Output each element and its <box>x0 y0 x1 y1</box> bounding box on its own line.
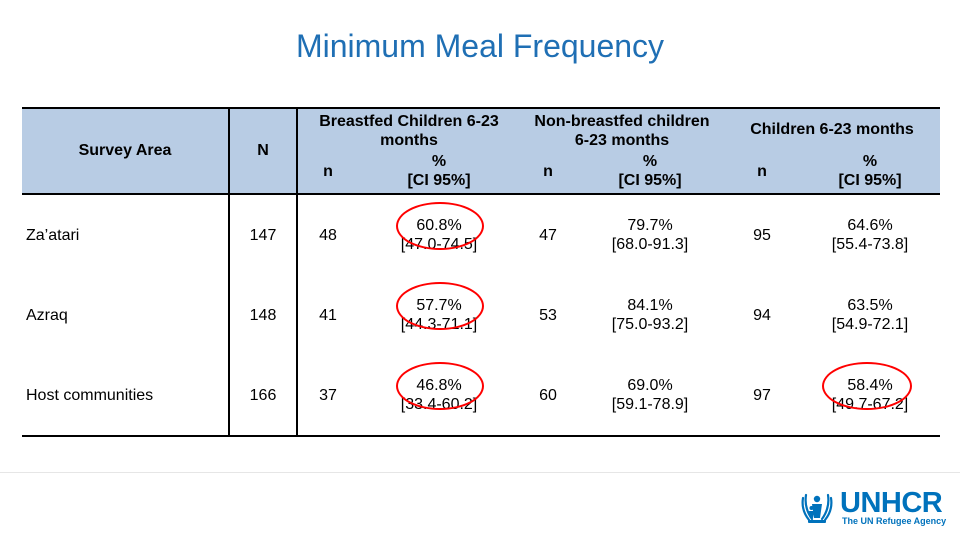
nbf-ci-value: [68.0-91.3] <box>611 236 689 253</box>
header-non-breastfed-line1: Non-breastfed children <box>534 113 710 130</box>
divider-area <box>228 107 230 437</box>
table-row-bf-n: 37 <box>319 386 337 404</box>
header-all-pct-ci: [CI 95%] <box>838 172 902 189</box>
table-top-border <box>22 107 940 109</box>
header-bf-n: n <box>323 162 333 180</box>
header-nbf-pct-symbol: % <box>642 153 658 170</box>
table-row-all-n: 95 <box>753 226 771 244</box>
header-bf-pct: % [CI 95%] <box>358 151 520 191</box>
header-survey-area: Survey Area <box>78 142 172 159</box>
header-non-breastfed-line2: 6-23 months <box>574 132 670 149</box>
table-row-all-pct: 63.5% [54.9-72.1] <box>800 275 940 355</box>
table-row-area: Azraq <box>26 306 68 324</box>
header-non-breastfed: Non-breastfed children 6-23 months <box>520 111 724 151</box>
highlight-circle-azraq-bf <box>396 282 484 330</box>
table-row-n: 148 <box>249 306 277 324</box>
unhcr-emblem-icon <box>801 493 833 523</box>
footer-divider <box>0 472 960 473</box>
header-breastfed-line1: Breastfed Children 6-23 <box>319 113 499 130</box>
table-row-bf-n: 41 <box>319 306 337 324</box>
table-row-area: Za’atari <box>26 226 80 244</box>
highlight-circle-host-bf <box>396 362 484 410</box>
table-row-nbf-n: 60 <box>539 386 557 404</box>
table-row-area: Host communities <box>26 386 154 404</box>
header-breastfed-line2: months <box>380 132 438 149</box>
table-row-nbf-pct: 79.7% [68.0-91.3] <box>576 195 724 275</box>
nbf-pct-value: 84.1% <box>627 297 673 314</box>
table-row-nbf-n: 47 <box>539 226 557 244</box>
nbf-pct-value: 79.7% <box>627 217 673 234</box>
table-row-nbf-pct: 84.1% [75.0-93.2] <box>576 275 724 355</box>
meal-frequency-table: Survey Area N Breastfed Children 6-23 mo… <box>22 107 940 437</box>
unhcr-wordmark: UNHCR <box>840 487 943 519</box>
highlight-circle-host-all <box>822 362 912 410</box>
header-all-children: Children 6-23 months <box>750 120 914 138</box>
highlight-circle-zaatari-bf <box>396 202 484 250</box>
header-n-total: N <box>257 142 269 159</box>
table-row-all-n: 97 <box>753 386 771 404</box>
table-row-n: 147 <box>249 226 277 244</box>
table-row-nbf-n: 53 <box>539 306 557 324</box>
header-all-pct: % [CI 95%] <box>800 151 940 191</box>
all-ci-value: [54.9-72.1] <box>831 316 909 333</box>
table-bottom-border <box>22 435 940 437</box>
unhcr-logo: UNHCR The UN Refugee Agency <box>797 488 947 530</box>
header-breastfed: Breastfed Children 6-23 months <box>298 111 520 151</box>
table-header-background <box>22 107 940 194</box>
table-row-nbf-pct: 69.0% [59.1-78.9] <box>576 355 724 435</box>
slide-title: Minimum Meal Frequency <box>295 28 665 64</box>
header-bottom-border <box>22 193 940 195</box>
table-row-all-n: 94 <box>753 306 771 324</box>
nbf-pct-value: 69.0% <box>627 377 673 394</box>
header-all-n: n <box>757 162 767 180</box>
header-all-pct-symbol: % <box>862 153 878 170</box>
table-row-bf-n: 48 <box>319 226 337 244</box>
all-pct-value: 63.5% <box>847 297 893 314</box>
header-bf-pct-ci: [CI 95%] <box>407 172 471 189</box>
table-row-n: 166 <box>249 386 277 404</box>
table-row-all-pct: 64.6% [55.4-73.8] <box>800 195 940 275</box>
header-nbf-n: n <box>543 162 553 180</box>
all-ci-value: [55.4-73.8] <box>831 236 909 253</box>
divider-n <box>296 107 298 437</box>
header-bf-pct-symbol: % <box>431 153 447 170</box>
unhcr-tagline: The UN Refugee Agency <box>842 516 947 526</box>
header-nbf-pct: % [CI 95%] <box>576 151 724 191</box>
header-nbf-pct-ci: [CI 95%] <box>618 172 682 189</box>
nbf-ci-value: [59.1-78.9] <box>611 396 689 413</box>
nbf-ci-value: [75.0-93.2] <box>611 316 689 333</box>
all-pct-value: 64.6% <box>847 217 893 234</box>
